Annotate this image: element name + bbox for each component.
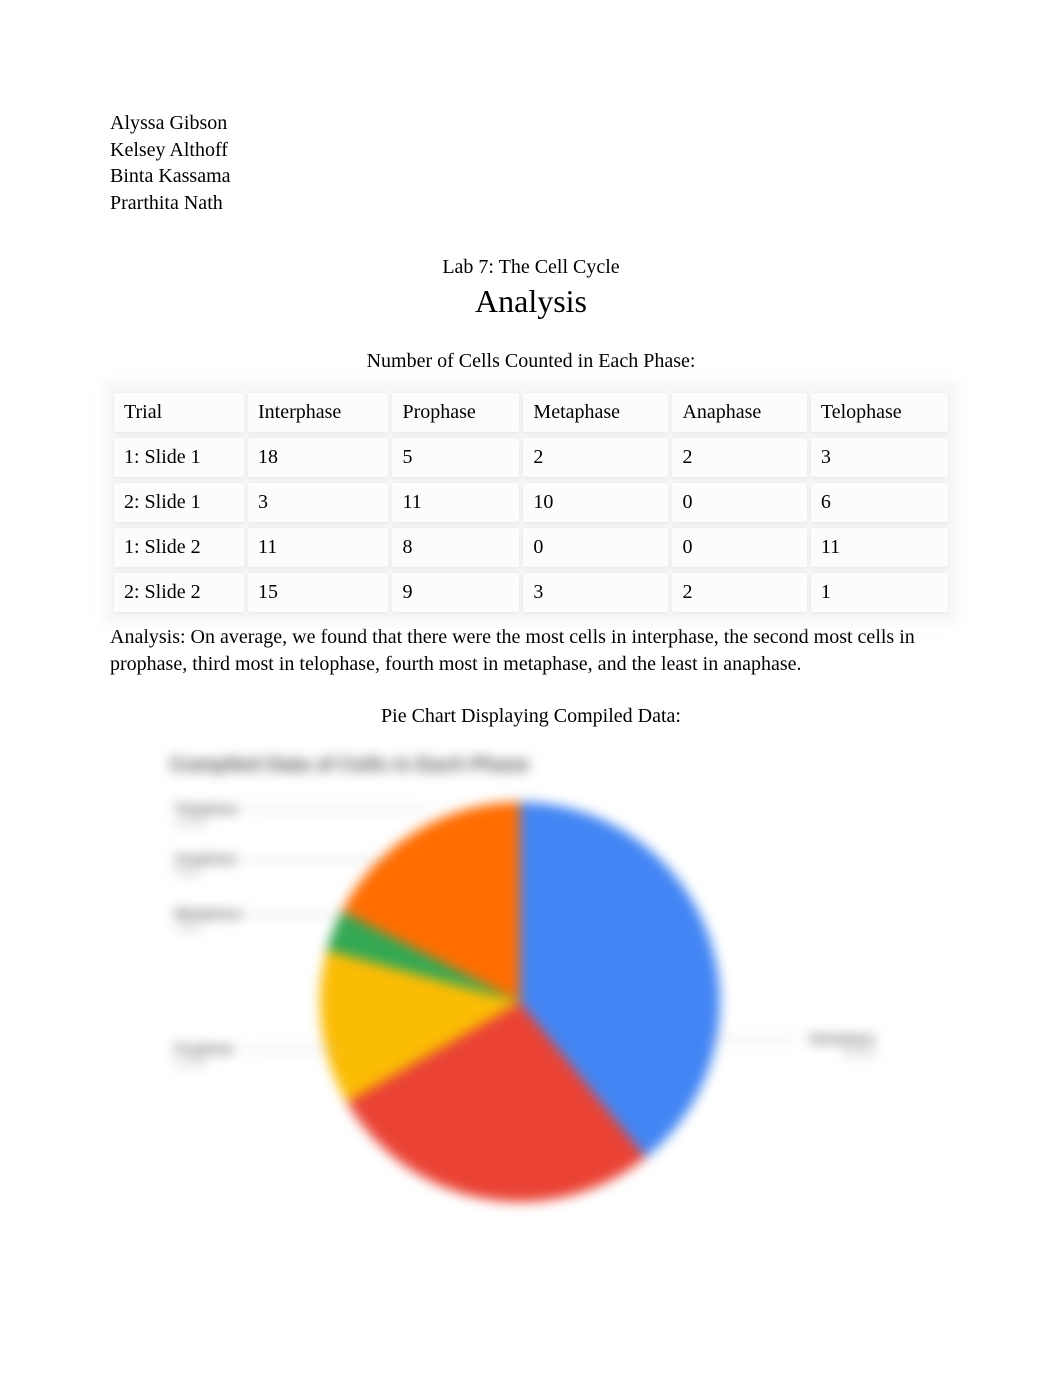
column-header: Anaphase [672, 393, 806, 432]
lab-title: Lab 7: The Cell Cycle [110, 256, 952, 279]
table-cell: 11 [811, 528, 948, 567]
data-table: Trial Interphase Prophase Metaphase Anap… [110, 387, 952, 618]
table-header-row: Trial Interphase Prophase Metaphase Anap… [114, 393, 948, 432]
table-row: 2: Slide 1 3 11 10 0 6 [114, 483, 948, 522]
author-name: Prarthita Nath [110, 191, 952, 217]
chart-leader-line [710, 1039, 795, 1040]
chart-title: Compiled Data of Cells in Each Phase [170, 754, 529, 777]
table-cell: 0 [672, 528, 806, 567]
column-header: Trial [114, 393, 244, 432]
table-cell: 1: Slide 1 [114, 438, 244, 477]
table-cell: 9 [392, 573, 519, 612]
column-header: Interphase [248, 393, 388, 432]
table-cell: 3 [248, 483, 388, 522]
table-row: 2: Slide 2 15 9 3 2 1 [114, 573, 948, 612]
data-table-wrap: Trial Interphase Prophase Metaphase Anap… [110, 387, 952, 618]
table-cell: 11 [392, 483, 519, 522]
chart-leader-line [245, 1049, 340, 1050]
analysis-paragraph: Analysis: On average, we found that ther… [110, 624, 952, 677]
table-cell: 18 [248, 438, 388, 477]
table-cell: 3 [811, 438, 948, 477]
author-name: Kelsey Althoff [110, 138, 952, 164]
column-header: Metaphase [523, 393, 668, 432]
table-cell: 0 [523, 528, 668, 567]
table-cell: 2 [672, 438, 806, 477]
table-cell: 2: Slide 1 [114, 483, 244, 522]
table-cell: 1: Slide 2 [114, 528, 244, 567]
table-cell: 15 [248, 573, 388, 612]
chart-caption: Pie Chart Displaying Compiled Data: [110, 705, 952, 728]
column-header: Prophase [392, 393, 519, 432]
table-cell: 2: Slide 2 [114, 573, 244, 612]
chart-leader-line [245, 809, 425, 810]
chart-callout: Interphase46.5% [809, 1032, 875, 1060]
table-cell: 3 [523, 573, 668, 612]
document-page: Alyssa Gibson Kelsey Althoff Binta Kassa… [0, 0, 1062, 1302]
chart-leader-line [245, 859, 390, 860]
table-caption: Number of Cells Counted in Each Phase: [110, 350, 952, 373]
table-cell: 1 [811, 573, 948, 612]
pie-chart: Compiled Data of Cells in Each Phase Tel… [150, 742, 880, 1262]
chart-callout: Telophase13.0% [175, 802, 238, 830]
chart-callout: Metaphase7.5% [175, 907, 242, 935]
table-cell: 6 [811, 483, 948, 522]
table-cell: 0 [672, 483, 806, 522]
chart-leader-line [245, 914, 360, 915]
pie-svg [320, 802, 720, 1202]
table-cell: 8 [392, 528, 519, 567]
table-cell: 10 [523, 483, 668, 522]
table-cell: 2 [672, 573, 806, 612]
author-name: Binta Kassama [110, 164, 952, 190]
author-list: Alyssa Gibson Kelsey Althoff Binta Kassa… [110, 111, 952, 216]
table-row: 1: Slide 1 18 5 2 2 3 [114, 438, 948, 477]
column-header: Telophase [811, 393, 948, 432]
table-row: 1: Slide 2 11 8 0 0 11 [114, 528, 948, 567]
table-cell: 5 [392, 438, 519, 477]
table-cell: 2 [523, 438, 668, 477]
table-cell: 11 [248, 528, 388, 567]
author-name: Alyssa Gibson [110, 111, 952, 137]
chart-callout: Anaphase5.5% [175, 852, 237, 880]
chart-callout: Prophase27.5% [175, 1042, 234, 1070]
page-heading: Analysis [110, 283, 952, 320]
